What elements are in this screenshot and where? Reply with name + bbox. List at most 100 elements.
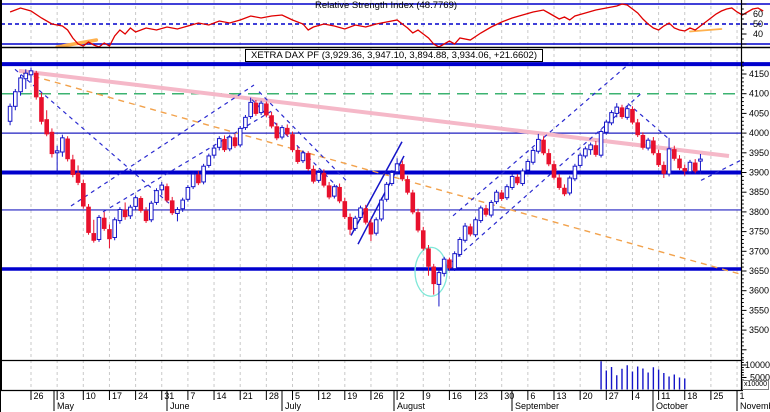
candle: [107, 224, 112, 249]
candle: [274, 122, 280, 141]
candle: [138, 196, 144, 213]
candle: [478, 205, 484, 223]
candle: [112, 217, 117, 241]
axis-label: 3950: [749, 148, 769, 158]
candle: [515, 174, 520, 186]
candle: [54, 145, 60, 173]
candle: [164, 183, 170, 203]
candle: [284, 124, 290, 137]
candle: [525, 159, 531, 173]
candle: [133, 195, 138, 210]
axis-label: 12: [321, 391, 331, 401]
candle: [300, 150, 306, 164]
trendline-oct-downline: [627, 103, 670, 140]
axis-label: 16: [452, 391, 462, 401]
candle: [384, 181, 389, 202]
candle: [143, 207, 149, 223]
axis-label: 23: [478, 391, 488, 401]
candle: [614, 103, 620, 118]
candle: [604, 119, 609, 135]
candle: [609, 110, 614, 126]
axis-label: August: [397, 401, 426, 411]
candle: [692, 159, 698, 174]
axis-label: 2: [400, 391, 405, 401]
candle: [96, 215, 102, 242]
axis-label: July: [285, 401, 302, 411]
axis-label: 20: [583, 391, 593, 401]
axis-label: 50: [753, 19, 763, 29]
candle: [18, 74, 23, 96]
price-panel[interactable]: [1, 61, 770, 307]
candle: [666, 137, 672, 177]
axis-label: 28: [269, 391, 279, 401]
candle: [352, 215, 358, 231]
instrument-quote-label: XETRA DAX PF (3,929.36, 3,947.10, 3,894.…: [245, 49, 543, 62]
candle: [363, 204, 369, 225]
axis-label: 4050: [749, 108, 769, 118]
candle: [337, 183, 342, 204]
axis-label: 60: [753, 9, 763, 19]
axis-label: May: [57, 401, 75, 411]
candle: [373, 217, 379, 236]
axis-label: 3650: [749, 266, 769, 276]
candle: [536, 133, 541, 154]
axis-label: October: [656, 401, 688, 411]
candle: [316, 170, 321, 183]
axis-label: September: [515, 401, 559, 411]
axis-label: 18: [687, 391, 697, 401]
candle: [426, 244, 431, 276]
axis-label: 21: [243, 391, 253, 401]
axis-label: 5: [295, 391, 300, 401]
candle: [180, 197, 185, 212]
candle: [389, 170, 395, 186]
candle: [405, 175, 410, 195]
candle: [23, 69, 29, 89]
axis-label: 3500: [749, 325, 769, 335]
candle: [473, 217, 478, 238]
candle: [661, 161, 667, 179]
candle: [400, 160, 405, 182]
candle: [468, 223, 473, 237]
candle: [201, 163, 206, 185]
axis-label: 7: [190, 391, 195, 401]
candle: [462, 222, 468, 243]
candle: [258, 100, 264, 115]
candle: [33, 70, 39, 100]
candle: [279, 125, 285, 140]
candle: [128, 204, 133, 219]
axis-label: 14: [217, 391, 227, 401]
candle: [243, 114, 248, 130]
trendline-june-channel-lower: [102, 109, 274, 213]
axis-label: 26: [34, 391, 44, 401]
candle: [49, 128, 55, 158]
candle: [7, 103, 13, 126]
axis-label: 13: [557, 391, 567, 401]
candle: [687, 159, 693, 175]
candle: [494, 189, 499, 205]
candle: [332, 184, 337, 199]
axis-label: June: [170, 401, 190, 411]
axis-label: 3550: [749, 305, 769, 315]
candle: [222, 135, 227, 153]
rsi-panel[interactable]: [1, 3, 770, 47]
candle: [499, 189, 504, 201]
candle: [368, 218, 374, 242]
candle: [682, 164, 688, 176]
axis-label: 3800: [749, 207, 769, 217]
candle: [457, 237, 463, 257]
candle: [588, 142, 593, 155]
candle: [227, 134, 233, 152]
candle: [311, 165, 316, 184]
candle: [504, 184, 510, 201]
candle: [698, 153, 703, 175]
candle: [436, 270, 442, 307]
candle: [567, 175, 572, 196]
candle: [269, 111, 274, 129]
candle: [651, 137, 656, 156]
candle: [190, 171, 196, 190]
candle: [28, 67, 34, 83]
volume-panel[interactable]: [600, 361, 686, 390]
